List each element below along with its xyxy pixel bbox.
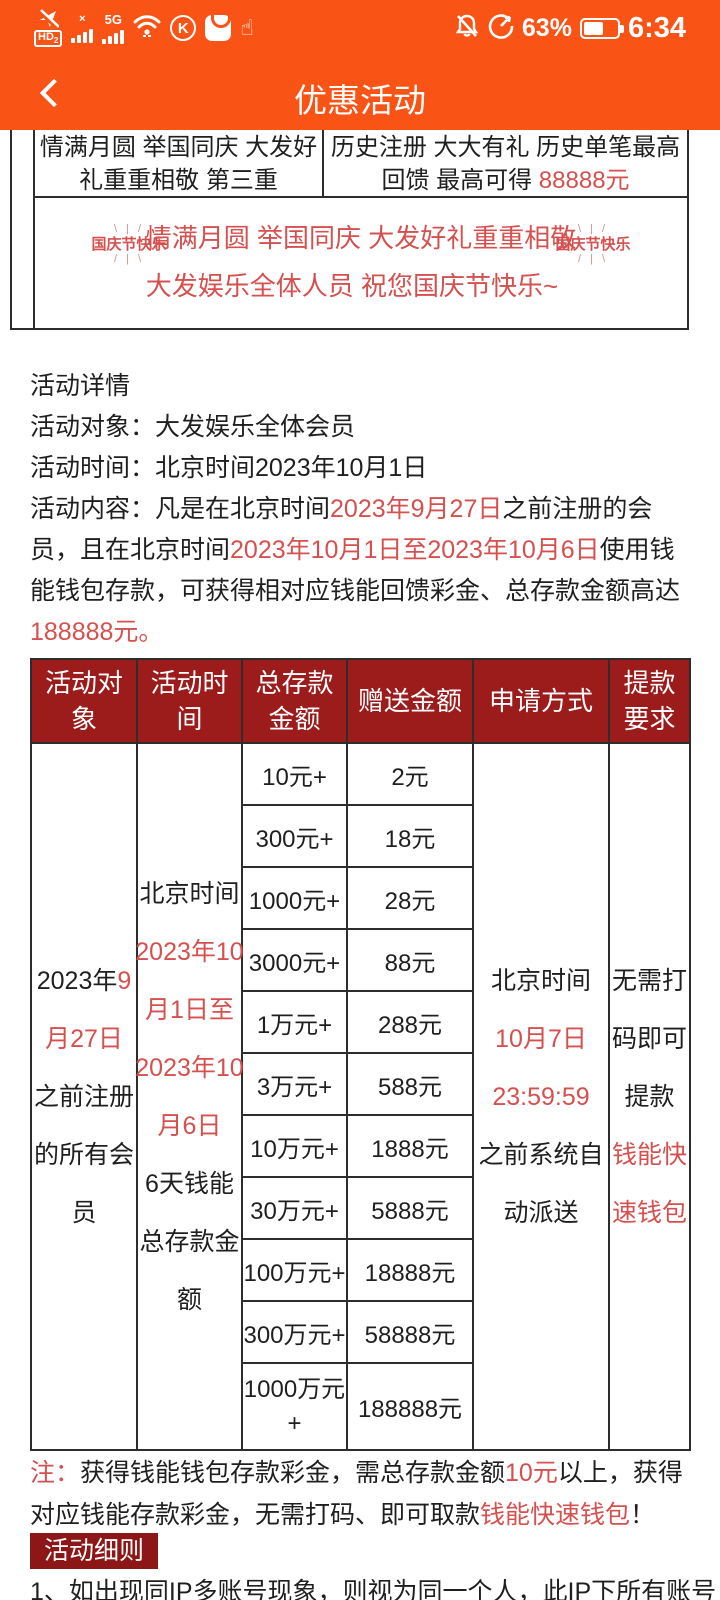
details-content: 活动内容：凡是在北京时间2023年9月27日之前注册的会员，且在北京时间2023… xyxy=(30,495,681,646)
header-time: 活动时间 xyxy=(138,660,243,744)
sim2-5g-signal-icon: 5G xyxy=(102,13,125,44)
tier-bonus-cell: 28元 xyxy=(348,868,472,930)
tier-deposit-cell: 300万元+ xyxy=(243,1302,346,1364)
cell-time: 北京时间 2023年10 月1日至 2023年10 月6日 6天钱能 总存款金额 xyxy=(135,744,244,1449)
details-heading: 活动详情 xyxy=(30,372,131,400)
tier-deposit-cell: 3000元+ xyxy=(243,930,346,992)
tier-bonus-cell: 58888元 xyxy=(348,1302,472,1364)
promo-strip-table: 情满月圆 举国同庆 大发好 礼重重相敬 第三重 历史注册 大大有礼 历史单笔最高回… xyxy=(10,130,689,330)
cell-withdraw: 无需打 码即可 提款 钱能快 速钱包 xyxy=(611,966,687,1227)
tier-bonus-cell: 588元 xyxy=(348,1054,472,1116)
data-saver-icon xyxy=(488,13,514,44)
tier-bonus-cell: 1888元 xyxy=(348,1116,472,1178)
k-app-icon: K xyxy=(170,15,197,41)
battery-percent-label: 63% xyxy=(521,13,572,42)
top-bar: HD2 × 5G K ☝ xyxy=(0,0,720,130)
tier-bonus-cell: 2元 xyxy=(348,744,472,806)
tier-bonus-cell: 5888元 xyxy=(348,1178,472,1240)
cell-apply: 北京时间 10月7日 23:59:59 之前系统自 动派送 xyxy=(474,744,610,1449)
clock-label: 6:34 xyxy=(627,11,686,44)
firework-badge-icon: \ | / 国庆节快乐 / | \ xyxy=(555,223,631,265)
tier-deposit-cell: 3万元+ xyxy=(243,1054,346,1116)
status-bar: HD2 × 5G K ☝ xyxy=(0,0,720,56)
hd-badge: HD2 xyxy=(34,29,63,48)
wifi-icon xyxy=(133,14,161,43)
promo-cell-gift3: 情满月圆 举国同庆 大发好 礼重重相敬 第三重 xyxy=(35,130,324,196)
promo-cell-history-bonus: 历史注册 大大有礼 历史单笔最高 回馈 最高可得 88888元 xyxy=(330,134,681,194)
battery-icon xyxy=(579,17,624,39)
tier-bonus-cell: 188888元 xyxy=(357,1396,463,1423)
touch-assist-icon: ☝ xyxy=(240,15,254,40)
bonus-column: 2元 18元 28元 88元 288元 588元 1888元 5888元 18888元 58888… xyxy=(348,744,474,1449)
details-audience: 活动对象：大发娱乐全体会员 xyxy=(30,413,356,441)
deposit-column: 10元+ 300元+ 1000元+ 3000元+ 1万元+ 3万元+ 10万元+ 30万元+ 1… xyxy=(243,744,348,1449)
tier-deposit-cell: 100万元+ xyxy=(243,1240,346,1302)
page-title: 优惠活动 xyxy=(294,82,426,119)
rules-badge: 活动细则 xyxy=(30,1533,159,1569)
header-apply: 申请方式 xyxy=(474,660,610,744)
tier-bonus-cell: 288元 xyxy=(348,992,472,1054)
activity-details: 活动详情 活动对象：大发娱乐全体会员 活动时间：北京时间2023年10月1日 活… xyxy=(30,366,698,653)
shopping-bag-app-icon xyxy=(205,13,232,41)
cell-audience: 2023年9 月27日 之前注册 的所有会员 xyxy=(32,744,138,1449)
header-bonus: 赠送金额 xyxy=(348,660,474,744)
tier-deposit-cell: 10万元+ xyxy=(243,1116,346,1178)
tier-bonus-cell: 18888元 xyxy=(348,1240,472,1302)
sim1-signal-icon: × xyxy=(71,13,94,43)
location-off-icon: HD2 xyxy=(34,8,63,48)
firework-badge-icon: \ | / 国庆节快乐 / | \ xyxy=(91,223,167,265)
tier-bonus-cell: 88元 xyxy=(348,930,472,992)
table-body: 2023年9 月27日 之前注册 的所有会员 北京时间 2023年10 月1日至 2023年… xyxy=(32,744,689,1449)
tier-deposit-cell: 1000元+ xyxy=(243,868,346,930)
bonus-tier-table: 活动对象 活动时间 总存款金额 赠送金额 申请方式 提款要求 2023年9 月27… xyxy=(30,658,691,1451)
tier-deposit-cell: 1万元+ xyxy=(243,992,346,1054)
header-deposit: 总存款金额 xyxy=(243,660,348,744)
rule-item-1: 1、如出现同IP多账号现象，则视为同一个人，此IP下所有账号 xyxy=(30,1578,717,1600)
header-withdraw: 提款要求 xyxy=(610,660,689,744)
tier-deposit-cell: 1000万元+ xyxy=(243,1375,346,1437)
nav-bar: 优惠活动 xyxy=(0,56,720,130)
table-header-row: 活动对象 活动时间 总存款金额 赠送金额 申请方式 提款要求 xyxy=(32,660,689,744)
tier-deposit-cell: 10元+ xyxy=(243,744,346,806)
greeting-text: 情满月圆 举国同庆 大发好礼重重相敬 大发娱乐全体人员 祝您国庆节快乐~ xyxy=(145,223,577,301)
note-paragraph: 注：获得钱能钱包存款彩金，需总存款金额10元以上，获得对应钱能存款彩金，无需打码… xyxy=(30,1459,683,1529)
tier-deposit-cell: 300元+ xyxy=(243,806,346,868)
tier-deposit-cell: 30万元+ xyxy=(243,1178,346,1240)
tier-bonus-cell: 18元 xyxy=(348,806,472,868)
national-day-greeting: \ | / 国庆节快乐 / | \ \ | / 国庆节快乐 / | \ 情满月圆… xyxy=(35,198,687,326)
header-audience: 活动对象 xyxy=(32,660,138,744)
bell-muted-icon xyxy=(454,13,480,44)
details-time: 活动时间：北京时间2023年10月1日 xyxy=(30,454,428,482)
